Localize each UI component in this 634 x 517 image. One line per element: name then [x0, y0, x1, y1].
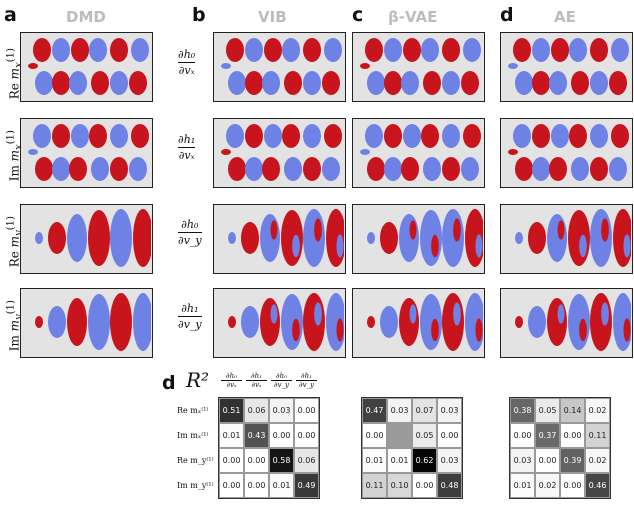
heatmap-row-header-1: Im mₓ⁽¹⁾ [177, 431, 209, 440]
heatmap-beta-vae-cell-0-0: 0.47 [362, 398, 387, 423]
heatmap-beta-vae-cell-3-1: 0.10 [387, 473, 412, 498]
heatmap-vib-cell-0-0: 0.51 [219, 398, 244, 423]
heatmap-col-header-0: ∂h₀ ∂vₓ [221, 372, 242, 389]
heatmap-vib-cell-2-1: 0.00 [244, 448, 269, 473]
flow-plot-dmd-im-my [20, 288, 153, 358]
heatmap-vib-cell-2-0: 0.00 [219, 448, 244, 473]
panel-letter-c: c [352, 4, 364, 26]
flow-plot-beta-vae-im-my [352, 288, 485, 358]
heatmap-beta-vae-cell-0-1: 0.03 [387, 398, 412, 423]
column-title-beta-vae: β-VAE [388, 8, 438, 26]
heatmap-ae-cell-3-2: 0.00 [560, 473, 585, 498]
heatmap-beta-vae-cell-2-0: 0.01 [362, 448, 387, 473]
heatmap-beta-vae-cell-2-3: 0.03 [437, 448, 462, 473]
heatmap-ae-cell-0-3: 0.02 [585, 398, 610, 423]
heatmap-vib-cell-0-2: 0.03 [269, 398, 294, 423]
heatmap-beta-vae-cell-3-2: 0.00 [412, 473, 437, 498]
flow-plot-dmd-im-mx [20, 118, 153, 188]
heatmap-beta-vae-cell-1-2: 0.05 [412, 423, 437, 448]
flow-plot-beta-vae-re-mx [352, 32, 485, 102]
heatmap-vib-cell-3-0: 0.00 [219, 473, 244, 498]
flow-plot-beta-vae-im-mx [352, 118, 485, 188]
heatmap-beta-vae-cell-0-2: 0.07 [412, 398, 437, 423]
heatmap-beta-vae-cell-0-3: 0.03 [437, 398, 462, 423]
flow-plot-dmd-re-my [20, 204, 153, 274]
heatmap-ae-cell-0-2: 0.14 [560, 398, 585, 423]
heatmap-ae-cell-2-3: 0.02 [585, 448, 610, 473]
heatmap-vib-cell-0-1: 0.06 [244, 398, 269, 423]
heatmap-vib-cell-1-1: 0.43 [244, 423, 269, 448]
heatmap-ae-cell-2-1: 0.00 [535, 448, 560, 473]
heatmap-ae-cell-1-1: 0.37 [535, 423, 560, 448]
heatmap-ae-cell-3-0: 0.01 [510, 473, 535, 498]
heatmap-beta-vae-cell-2-1: 0.01 [387, 448, 412, 473]
heatmap-ae-cell-2-0: 0.03 [510, 448, 535, 473]
panel-letter-d: d [500, 4, 514, 26]
heatmap-beta-vae-cell-3-3: 0.48 [437, 473, 462, 498]
heatmap-vib [218, 397, 320, 499]
heatmap-col-header-1: ∂h₁ ∂vₓ [246, 372, 267, 389]
vib-label-dh1-dvy: ∂h₁ ∂v_y [178, 302, 202, 331]
vib-label-dh1-dvx: ∂h₁ ∂vₓ [178, 133, 196, 162]
flow-plot-vib-re-my [213, 204, 346, 274]
heatmap-ae [509, 397, 611, 499]
heatmap-vib-cell-1-0: 0.01 [219, 423, 244, 448]
panel-letter-a: a [4, 4, 17, 26]
heatmap-beta-vae-cell-1-1: 0.25 [387, 423, 412, 448]
heatmap-beta-vae-cell-1-0: 0.00 [362, 423, 387, 448]
panel-letter-d-heatmap: d [162, 372, 176, 394]
heatmap-ae-cell-1-3: 0.11 [585, 423, 610, 448]
heatmap-ae-cell-0-1: 0.05 [535, 398, 560, 423]
heatmap-vib-cell-0-3: 0.00 [294, 398, 319, 423]
flow-plot-ae-re-my [500, 204, 633, 274]
heatmap-vib-cell-3-2: 0.01 [269, 473, 294, 498]
column-title-dmd: DMD [66, 8, 106, 26]
heatmap-ae-cell-0-0: 0.38 [510, 398, 535, 423]
heatmap-col-header-3: ∂h₁ ∂v_y [296, 372, 317, 389]
heatmap-row-header-0: Re mₓ⁽¹⁾ [177, 406, 209, 415]
heatmap-row-header-3: Im m_y⁽¹⁾ [177, 481, 214, 490]
heatmap-ae-cell-1-2: 0.00 [560, 423, 585, 448]
flow-plot-beta-vae-re-my [352, 204, 485, 274]
panel-letter-b: b [192, 4, 206, 26]
flow-plot-ae-re-mx [500, 32, 633, 102]
flow-plot-ae-im-mx [500, 118, 633, 188]
flow-plot-dmd-re-mx [20, 32, 153, 102]
heatmap-ae-cell-1-0: 0.00 [510, 423, 535, 448]
heatmap-beta-vae-cell-3-0: 0.11 [362, 473, 387, 498]
flow-plot-ae-im-my [500, 288, 633, 358]
heatmap-vib-cell-3-1: 0.00 [244, 473, 269, 498]
heatmap-vib-cell-2-2: 0.58 [269, 448, 294, 473]
heatmap-beta-vae [361, 397, 463, 499]
vib-label-dh0-dvx: ∂h₀ ∂vₓ [178, 48, 196, 77]
column-title-ae: AE [554, 8, 576, 26]
heatmap-vib-cell-2-3: 0.06 [294, 448, 319, 473]
flow-plot-vib-re-mx [213, 32, 346, 102]
heatmap-vib-cell-1-3: 0.00 [294, 423, 319, 448]
heatmap-ae-cell-2-2: 0.39 [560, 448, 585, 473]
flow-plot-vib-im-mx [213, 118, 346, 188]
heatmap-vib-cell-3-3: 0.49 [294, 473, 319, 498]
heatmap-beta-vae-cell-1-3: 0.00 [437, 423, 462, 448]
flow-plot-vib-im-my [213, 288, 346, 358]
heatmap-row-header-2: Re m_y⁽¹⁾ [177, 456, 214, 465]
heatmap-ae-cell-3-3: 0.46 [585, 473, 610, 498]
heatmap-col-header-2: ∂h₀ ∂v_y [271, 372, 292, 389]
heatmap-vib-cell-1-2: 0.00 [269, 423, 294, 448]
heatmap-beta-vae-cell-2-2: 0.62 [412, 448, 437, 473]
vib-label-dh0-dvy: ∂h₀ ∂v_y [178, 218, 202, 247]
heatmap-ae-cell-3-1: 0.02 [535, 473, 560, 498]
column-title-vib: VIB [258, 8, 287, 26]
r2-label: R² [186, 368, 210, 392]
